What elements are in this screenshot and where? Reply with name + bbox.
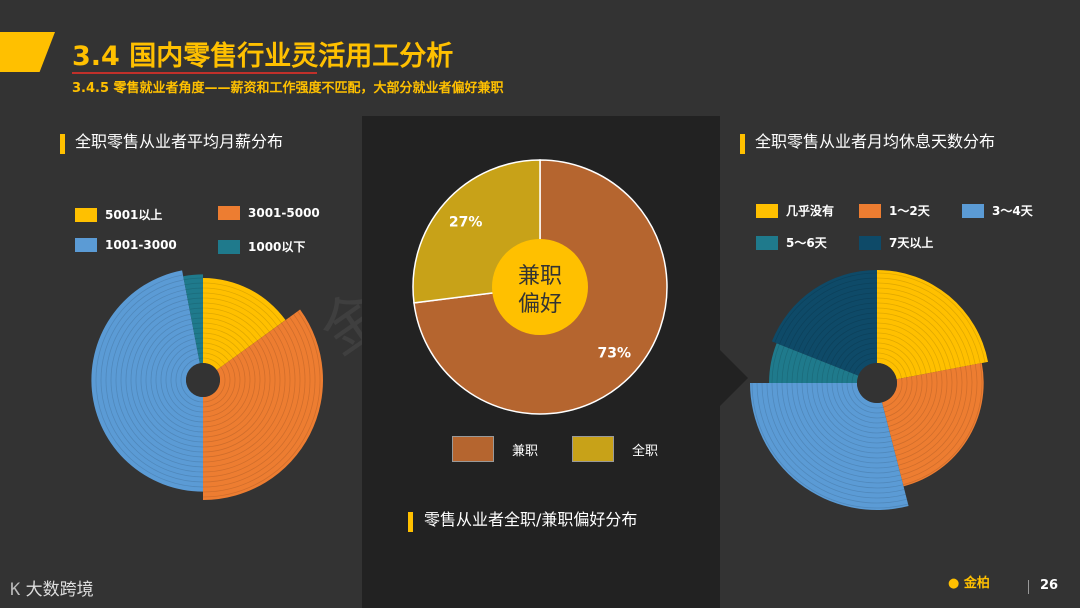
legend-label: 1～2天 <box>889 204 930 218</box>
page-subtitle: 3.4.5 零售就业者角度——薪资和工作强度不匹配，大部分就业者偏好兼职 <box>72 81 504 96</box>
legend-swatch <box>756 235 778 250</box>
legend-item: 1～2天 <box>859 202 930 219</box>
legend-swatch <box>962 203 984 218</box>
chart-salary <box>91 270 324 500</box>
title-accent-bar <box>0 32 55 72</box>
legend-swatch <box>218 239 240 254</box>
legend-label: 兼职 <box>512 443 539 459</box>
legend-item: 1001-3000 <box>75 238 177 252</box>
legend-item: 5～6天 <box>756 234 827 251</box>
rose-sector <box>183 274 204 364</box>
rose-center-hole <box>186 363 220 397</box>
rose-sector <box>202 278 286 371</box>
section-marker <box>60 134 65 154</box>
legend-item: 3～4天 <box>962 202 1033 219</box>
legend-item: 3001-5000 <box>218 206 320 220</box>
rose-sector <box>881 363 984 487</box>
legend-swatch <box>75 207 97 222</box>
rose-sector <box>750 382 909 511</box>
rose-sector <box>202 309 324 500</box>
legend-swatch <box>859 235 881 250</box>
chart-title-rest-days: 全职零售从业者月均休息天数分布 <box>755 132 996 151</box>
page-separator <box>1028 580 1029 594</box>
brand-logo: ● 金柏 <box>948 576 990 591</box>
panel-arrow <box>720 350 748 406</box>
footer-logo: K 大数跨境 <box>10 575 94 600</box>
legend-swatch <box>75 238 97 252</box>
legend-item: 全职 <box>572 436 658 462</box>
rose-sector <box>91 270 204 492</box>
pie-data-label: 73% <box>598 346 632 362</box>
legend-swatch <box>218 206 240 220</box>
section-marker <box>408 512 413 532</box>
pie-data-label: 27% <box>449 214 483 230</box>
brand-logo-text: 金柏 <box>963 576 990 591</box>
chart-title-salary: 全职零售从业者平均月薪分布 <box>75 132 284 151</box>
legend-label: 1001-3000 <box>105 238 177 252</box>
legend-swatch <box>452 436 494 462</box>
legend-label: 5001以上 <box>105 208 163 222</box>
chart-rest-days <box>750 269 989 511</box>
pie-center-circle <box>492 239 588 335</box>
legend-label: 3～4天 <box>992 204 1033 218</box>
legend-label: 全职 <box>632 443 659 459</box>
legend-item: 几乎没有 <box>756 202 834 219</box>
logo-icon: K <box>10 580 21 600</box>
chart-preference: 73% 27% 兼职偏好 <box>412 159 668 415</box>
legend-item: 5001以上 <box>75 206 162 223</box>
legend-label: 7天以上 <box>889 236 934 250</box>
legend-swatch <box>859 203 881 218</box>
legend-swatch <box>756 203 778 218</box>
legend-swatch <box>572 436 614 462</box>
legend-item: 兼职 <box>452 436 538 462</box>
page-number: 26 <box>1040 578 1059 593</box>
footer-logo-text: 大数跨境 <box>25 580 94 600</box>
section-marker <box>740 134 745 154</box>
rose-sector <box>769 343 859 384</box>
legend-label: 1000以下 <box>248 240 306 254</box>
title-underline <box>72 72 317 74</box>
legend-label: 5～6天 <box>786 236 827 250</box>
rose-center-hole <box>857 363 897 403</box>
rose-sector <box>876 269 989 380</box>
legend-item: 1000以下 <box>218 238 305 255</box>
chart-title-preference: 零售从业者全职/兼职偏好分布 <box>424 510 638 529</box>
legend-label: 几乎没有 <box>786 204 835 218</box>
page-title: 3.4 国内零售行业灵活用工分析 <box>72 41 454 72</box>
legend-label: 3001-5000 <box>248 206 320 220</box>
rose-sector <box>771 269 878 376</box>
pie-center-label: 兼职 <box>518 264 562 289</box>
pie-center-label: 偏好 <box>518 292 562 317</box>
legend-item: 7天以上 <box>859 234 933 251</box>
